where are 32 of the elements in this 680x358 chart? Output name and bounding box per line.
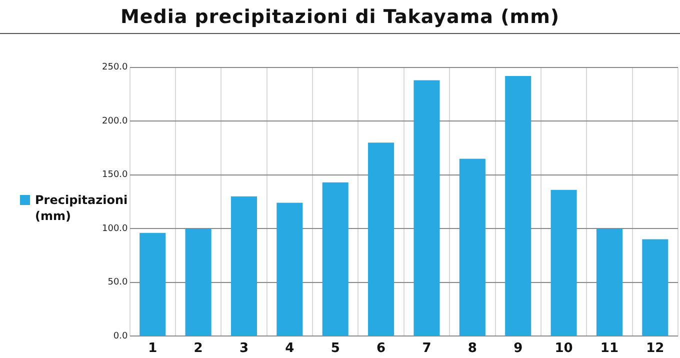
bar xyxy=(642,239,668,336)
bar xyxy=(459,158,486,336)
x-tick-label: 9 xyxy=(514,341,523,356)
y-tick-label: 250.0 xyxy=(102,62,128,73)
x-tick-label: 8 xyxy=(468,341,477,356)
chart-title: Media precipitazioni di Takayama (mm) xyxy=(0,0,680,34)
bar xyxy=(322,182,348,336)
x-tick-label: 1 xyxy=(148,341,158,356)
bar xyxy=(185,228,212,336)
x-tick-label: 4 xyxy=(285,341,294,356)
y-tick-label: 200.0 xyxy=(102,116,128,126)
y-tick-label: 0.0 xyxy=(113,331,128,342)
x-tick-label: 2 xyxy=(194,341,203,356)
bar xyxy=(230,196,257,336)
y-tick-label: 150.0 xyxy=(102,170,128,180)
bar xyxy=(276,202,303,336)
bar xyxy=(596,228,622,336)
bar xyxy=(140,232,166,336)
x-tick-label: 6 xyxy=(376,341,386,356)
x-tick-label: 10 xyxy=(554,341,573,356)
legend-label: Precipitazioni (mm) xyxy=(35,192,128,224)
x-tick-label: 5 xyxy=(330,341,340,356)
x-tick-label: 3 xyxy=(239,341,249,356)
bar xyxy=(550,190,577,336)
bar xyxy=(505,76,532,336)
y-tick-label: 100.0 xyxy=(102,224,128,234)
bar xyxy=(414,80,440,336)
x-tick-label: 7 xyxy=(422,341,432,356)
x-tick-label: 11 xyxy=(600,341,619,356)
y-tick-label: 50.0 xyxy=(108,278,128,288)
bar xyxy=(368,142,394,336)
x-tick-label: 12 xyxy=(646,341,664,356)
